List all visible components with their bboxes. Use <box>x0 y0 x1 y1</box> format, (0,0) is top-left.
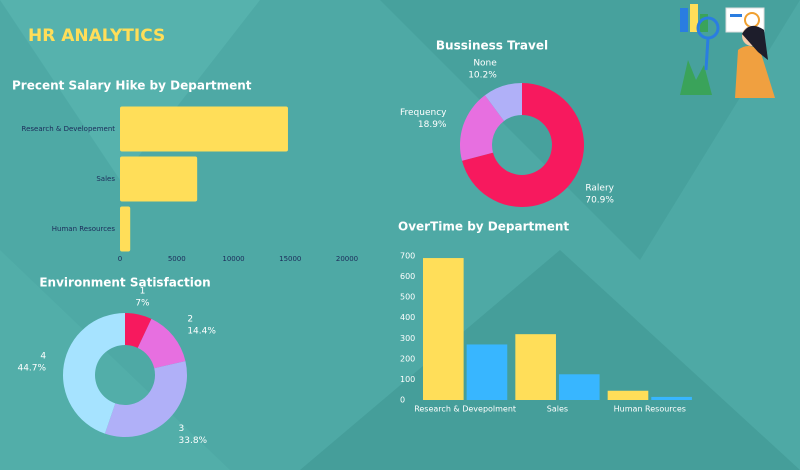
slice-label: Ralery <box>585 183 614 193</box>
bar <box>120 106 288 152</box>
slice-value-label: 18.9% <box>418 120 447 130</box>
slice-label: 2 <box>187 314 193 324</box>
x-tick-label: 0 <box>118 255 122 263</box>
bar <box>120 206 131 252</box>
donut-slice <box>104 361 187 437</box>
y-tick-label: 200 <box>400 354 415 363</box>
slice-value-label: 33.8% <box>179 436 208 446</box>
slice-label: Frequency <box>400 108 447 118</box>
chart-title: Precent Salary Hike by Department <box>12 79 252 93</box>
y-tick-label: 400 <box>400 313 415 322</box>
bar <box>423 258 464 400</box>
bg-shape <box>380 0 800 260</box>
slice-label: 3 <box>179 424 185 434</box>
bar <box>607 390 649 400</box>
donut-slice <box>484 83 522 121</box>
chart-title: Bussiness Travel <box>436 39 548 53</box>
x-tick-label: Sales <box>547 405 568 414</box>
x-tick-label: Research & Devepolment <box>414 405 516 414</box>
x-tick-label: Human Resources <box>614 405 686 414</box>
y-tick-label: 700 <box>400 252 415 261</box>
illustration <box>680 4 775 98</box>
bar <box>466 344 508 400</box>
bar <box>651 396 692 400</box>
donut-slice <box>63 313 125 434</box>
y-tick-label: Human Resources <box>52 225 116 233</box>
y-tick-label: Research & Developement <box>22 125 116 133</box>
donut-slice <box>462 83 584 207</box>
y-tick-label: 600 <box>400 272 415 281</box>
donut-slice <box>125 313 152 348</box>
bar <box>120 156 198 202</box>
y-tick-label: 300 <box>400 334 415 343</box>
slice-value-label: 44.7% <box>17 363 46 373</box>
chart-title: OverTime by Department <box>398 220 569 234</box>
donut-slice <box>460 95 505 161</box>
dashboard-title: HR ANALYTICS <box>28 26 165 46</box>
slice-value-label: 10.2% <box>468 71 497 81</box>
donut-slice <box>137 318 186 369</box>
slice-value-label: 7% <box>135 298 150 308</box>
y-tick-label: 500 <box>400 293 415 302</box>
x-tick-label: 10000 <box>222 255 244 263</box>
y-tick-label: Sales <box>96 175 115 183</box>
bg-shape <box>0 0 260 180</box>
bar <box>515 334 556 400</box>
slice-value-label: 70.9% <box>585 195 614 205</box>
slice-value-label: 14.4% <box>187 326 216 336</box>
slice-label: 1 <box>140 286 146 296</box>
x-tick-label: 15000 <box>279 255 301 263</box>
slice-label: None <box>473 59 497 69</box>
y-tick-label: 100 <box>400 375 415 384</box>
chart-title: Environment Satisfaction <box>39 276 210 290</box>
x-tick-label: 20000 <box>336 255 358 263</box>
bg-shape <box>0 250 230 470</box>
bar <box>558 374 600 400</box>
x-tick-label: 5000 <box>168 255 186 263</box>
slice-label: 4 <box>40 351 46 361</box>
y-tick-label: 0 <box>400 396 405 405</box>
